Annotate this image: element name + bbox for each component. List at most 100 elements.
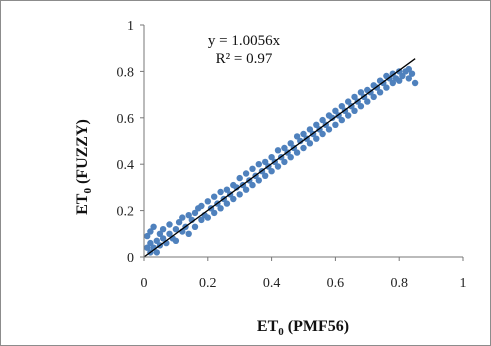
data-point [281, 158, 288, 166]
data-point [185, 212, 192, 219]
data-point [204, 214, 211, 221]
data-point [338, 116, 345, 124]
y-tick-label: 0.8 [117, 65, 135, 80]
data-point [159, 235, 167, 242]
data-point [281, 144, 288, 152]
data-point [179, 214, 186, 221]
x-axis-label-subscript: 0 [278, 326, 284, 338]
data-point [383, 84, 390, 91]
data-point [274, 163, 282, 170]
data-point [150, 223, 157, 230]
data-point [405, 65, 412, 73]
data-point [345, 112, 352, 119]
data-point [370, 93, 377, 101]
data-point [357, 89, 365, 96]
data-point [144, 232, 151, 240]
data-point [268, 154, 275, 161]
data-point [262, 158, 269, 166]
data-point [147, 228, 154, 235]
data-point [156, 230, 164, 237]
data-point [255, 161, 262, 168]
data-point [268, 168, 275, 175]
data-point [325, 126, 333, 133]
data-point [262, 172, 269, 179]
data-point [223, 200, 231, 207]
data-point [230, 195, 237, 203]
data-point [236, 191, 243, 198]
data-point [300, 144, 307, 152]
trendline-layer [143, 58, 416, 258]
y-tick-label: 1 [127, 19, 134, 34]
data-point [166, 221, 173, 228]
data-point [242, 170, 250, 177]
data-point [191, 223, 199, 230]
data-point [357, 103, 365, 110]
data-point [191, 209, 199, 217]
y-axis-label-rest: (FUZZY) [74, 119, 91, 188]
data-point [236, 174, 243, 182]
data-point [249, 181, 256, 189]
data-point [198, 202, 205, 210]
data-point [211, 209, 218, 217]
regression-equation: y = 1.0056x [208, 33, 281, 49]
data-point [274, 147, 282, 154]
data-point [293, 133, 301, 140]
x-axis-label-rest: (PMF56) [284, 318, 349, 335]
data-point [376, 89, 384, 96]
data-point [329, 114, 336, 122]
data-point [389, 70, 396, 77]
data-point [217, 188, 224, 196]
x-tick-label: 0.4 [263, 276, 281, 291]
data-point [242, 186, 250, 193]
data-point [351, 107, 358, 115]
data-point [217, 205, 224, 212]
trendline [143, 58, 416, 258]
data-point [204, 198, 211, 205]
x-tick-label: 1 [460, 276, 467, 291]
y-tick-labels: 0 0.2 0.4 0.6 0.8 1 [117, 19, 144, 266]
regression-annotation: y = 1.0056x R² = 0.97 [208, 33, 281, 67]
data-point [172, 226, 180, 233]
data-point [287, 154, 294, 161]
data-point [249, 165, 256, 172]
axes [143, 25, 463, 258]
data-point [172, 237, 180, 244]
data-point [255, 177, 262, 184]
y-tick-label: 0 [127, 251, 134, 266]
x-tick-label: 0.6 [327, 276, 345, 291]
data-point [159, 226, 167, 233]
data-point [306, 126, 314, 133]
data-point [332, 121, 339, 128]
data-point [300, 130, 307, 138]
data-point [332, 107, 339, 115]
data-point [185, 230, 192, 237]
data-point [153, 237, 160, 244]
data-point [411, 79, 419, 87]
data-point [297, 137, 304, 145]
y-axis-label: ET0 (FUZZY) [74, 119, 94, 215]
data-point [211, 193, 218, 200]
data-point [405, 75, 412, 82]
data-point [306, 140, 314, 147]
r-squared-label: R² = 0.97 [216, 51, 273, 67]
data-point [166, 230, 173, 237]
y-tick-label: 0.6 [117, 112, 135, 127]
y-tick-label: 0.4 [117, 158, 135, 173]
data-point [153, 249, 160, 256]
data-point [144, 244, 151, 251]
data-point [313, 135, 320, 142]
data-point [396, 77, 403, 84]
data-point [408, 70, 416, 77]
data-point [319, 116, 326, 124]
y-axis-label-subscript: 0 [82, 188, 94, 194]
x-tick-label: 0 [141, 276, 148, 291]
data-point [287, 140, 294, 147]
data-point [293, 149, 301, 156]
data-point [233, 184, 240, 191]
data-point [364, 98, 371, 105]
data-point [223, 186, 231, 193]
data-point [319, 130, 326, 138]
data-point [313, 121, 320, 128]
x-tick-label: 0.2 [199, 276, 217, 291]
